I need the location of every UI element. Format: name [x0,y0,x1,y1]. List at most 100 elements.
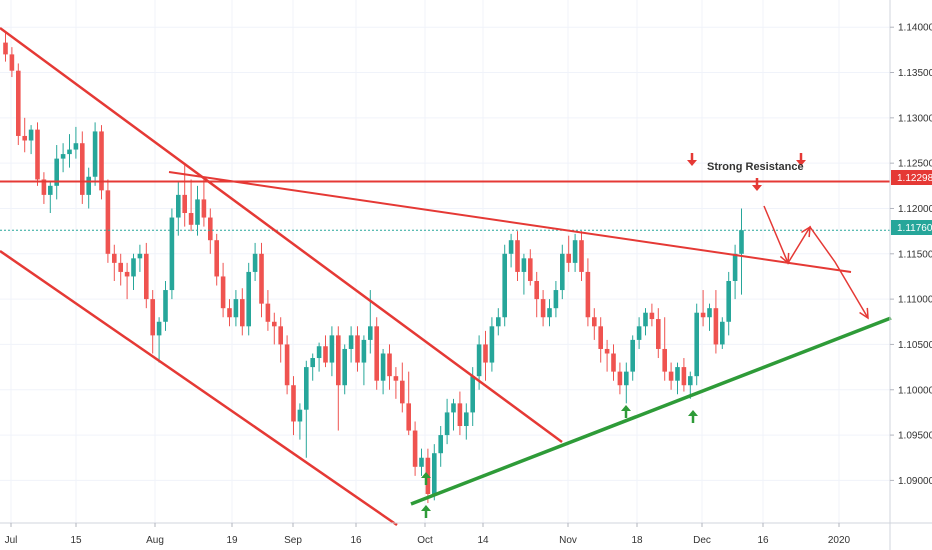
candle-body [259,253,264,304]
candle-body [272,321,277,327]
candle-body [150,299,155,336]
y-tick-label: 1.09000 [898,476,932,487]
arrow-head [621,405,631,411]
y-tick-label: 1.11000 [898,295,932,306]
candle-body [3,42,8,55]
candle-body [297,409,303,422]
x-tick-label: Jul [5,535,18,546]
candle-body [182,194,187,214]
arrow-head [421,505,431,511]
candle-body [579,240,584,272]
channel-upper-line [0,26,563,444]
candle-body [144,253,149,300]
candle-body [464,412,469,427]
y-tick-label: 1.14000 [898,23,932,34]
candle-body [233,299,239,318]
arrow-head [687,160,697,166]
arrow-head [752,185,762,191]
y-tick-label: 1.11500 [898,249,932,260]
resistance-tag-bg [891,170,932,185]
candle-body [278,326,283,345]
candle-body [624,371,629,386]
candle-body [713,308,719,345]
support-up-arrow-icon [421,472,431,485]
candle-body [508,240,514,254]
candle-body [636,326,642,340]
candle-body [412,430,418,467]
candle-body [227,308,232,318]
candle-body [86,176,91,195]
ascending-support-line [410,316,892,506]
candle-body [496,317,501,327]
candle-body [214,240,219,277]
y-tick-label: 1.10500 [898,340,932,351]
candle-body [662,348,667,372]
candle-body [572,240,578,263]
candle-body [681,367,687,386]
y-tick-label: 1.13500 [898,68,932,79]
candle-body [393,376,399,381]
candle-body [105,190,111,254]
strong-resistance-label: Strong Resistance [707,161,804,173]
candle-body [739,230,744,254]
candle-body [188,213,194,225]
candle-body [336,335,341,386]
candle-body [246,271,251,327]
arrow-head [688,410,698,416]
arrow-head [421,472,431,478]
candle-body [28,129,34,141]
candle-body [265,303,271,322]
resistance-tag: 1.12298 [897,173,932,184]
candle-body [700,312,706,318]
projection-arrowhead-icon [779,252,790,265]
candle-body [368,326,373,340]
candle-body [380,353,386,381]
candle-body [643,312,648,327]
candle-body [355,335,360,363]
candle-body [323,346,328,363]
x-tick-label: 14 [477,535,489,546]
descending-trendline [168,171,852,273]
candle-body [726,280,731,322]
resistance-down-arrow-icon [796,153,806,166]
x-tick-label: Oct [417,535,433,546]
candle-body [438,435,443,454]
channel-lower-line [0,249,398,527]
y-tick-label: 1.09500 [898,431,932,442]
candle-body [220,276,226,309]
candle-body [284,344,290,386]
candle-body [329,335,335,363]
rejection-down-arrow-icon [752,178,762,191]
candle-body [694,312,699,377]
candle-body [585,271,591,318]
candle-body [502,253,507,318]
candle-body [80,143,85,195]
candle-body [528,258,533,281]
x-tick-label: 15 [70,535,82,546]
candle-body [668,371,674,381]
candle-body [137,253,143,259]
candle-body [432,453,437,494]
candle-body [451,403,456,413]
candle-body [41,179,47,195]
candle-body [208,217,213,241]
candle-body [92,131,98,177]
projection-arrowhead-icon [859,307,869,320]
candle-body [16,70,21,136]
candle-body [342,348,347,386]
candle-body [348,335,354,349]
support-up-arrow-icon [421,505,431,518]
candle-body [240,299,245,327]
candle-body [124,271,130,277]
x-tick-label: Nov [559,535,577,546]
candle-body [112,253,117,263]
strong-resistance-annotation: Strong Resistance [707,161,804,173]
y-tick-label: 1.10000 [898,385,932,396]
x-tick-label: 16 [757,535,769,546]
current-price-tag: 1.11760 [897,223,932,234]
candle-body [195,199,200,225]
candle-body [22,135,27,141]
support-up-arrow-icon [621,405,631,418]
